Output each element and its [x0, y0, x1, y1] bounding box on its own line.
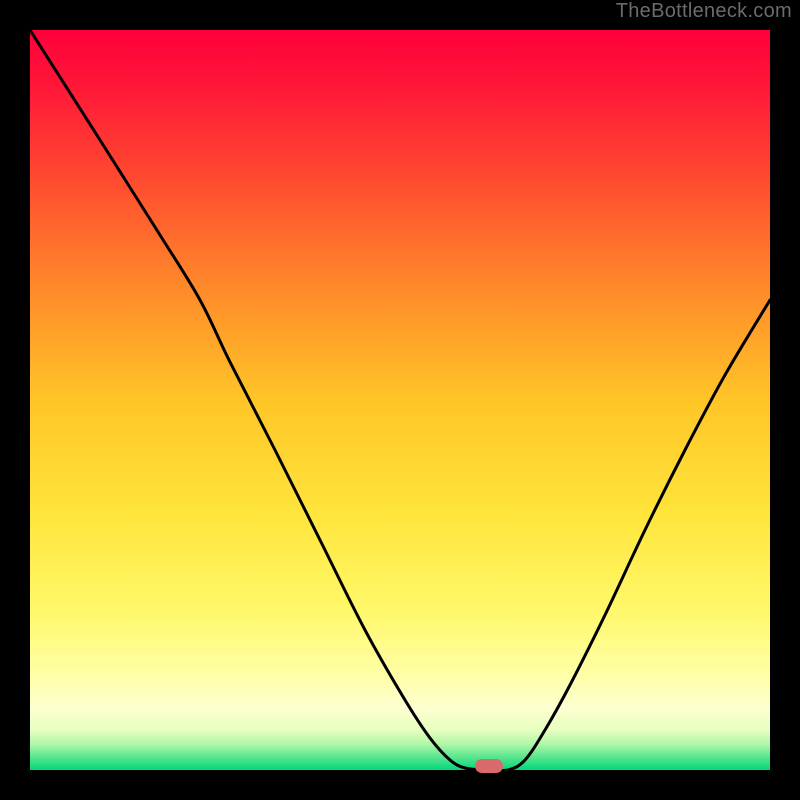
gradient-plot-svg [30, 30, 770, 770]
plot-area [30, 30, 770, 770]
gradient-background [30, 30, 770, 770]
watermark-label: TheBottleneck.com [616, 0, 792, 23]
chart-container: TheBottleneck.com [0, 0, 800, 800]
capsule-marker [475, 759, 503, 773]
